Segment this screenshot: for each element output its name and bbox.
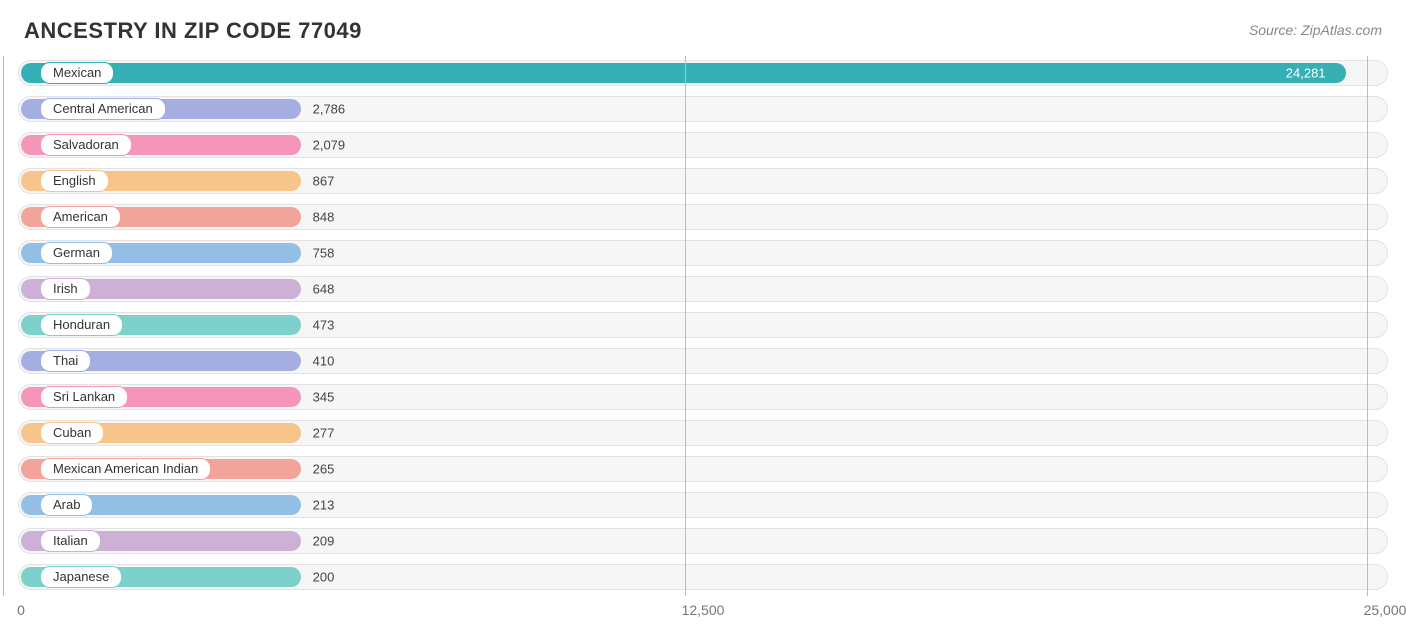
bar-row: Central American 2,786 xyxy=(18,94,1388,124)
bar-label: Thai xyxy=(40,350,91,372)
bar-label: Central American xyxy=(40,98,166,120)
bar-value: 265 xyxy=(313,462,335,477)
axis-tick-label: 12,500 xyxy=(682,602,725,618)
bar-value: 2,786 xyxy=(313,102,346,117)
bar-value: 209 xyxy=(313,534,335,549)
bar-row: Salvadoran 2,079 xyxy=(18,130,1388,160)
bar-value: 648 xyxy=(313,282,335,297)
gridline xyxy=(3,56,4,596)
bar-label: Mexican American Indian xyxy=(40,458,211,480)
bar-row: English 867 xyxy=(18,166,1388,196)
bar-value: 213 xyxy=(313,498,335,513)
bar-row: Cuban 277 xyxy=(18,418,1388,448)
bar-row: Thai 410 xyxy=(18,346,1388,376)
bar-value: 345 xyxy=(313,390,335,405)
bar-label: German xyxy=(40,242,113,264)
bar-value: 200 xyxy=(313,570,335,585)
chart-area: Mexican 24,281 Central American 2,786 Salvad… xyxy=(0,54,1406,626)
bar-label: Mexican xyxy=(40,62,114,84)
bar-fill xyxy=(21,63,1346,83)
bar-label: Salvadoran xyxy=(40,134,132,156)
axis-tick-label: 25,000 xyxy=(1364,602,1406,618)
bar-value: 848 xyxy=(313,210,335,225)
bar-row: Arab 213 xyxy=(18,490,1388,520)
axis-tick-label: 0 xyxy=(17,602,25,618)
bar-value: 758 xyxy=(313,246,335,261)
bar-value: 410 xyxy=(313,354,335,369)
bar-value: 867 xyxy=(313,174,335,189)
bar-row: Honduran 473 xyxy=(18,310,1388,340)
bar-label: Arab xyxy=(40,494,93,516)
x-axis: 012,50025,000 xyxy=(18,598,1388,626)
bar-row: Italian 209 xyxy=(18,526,1388,556)
chart-title: ANCESTRY IN ZIP CODE 77049 xyxy=(24,18,362,44)
bar-label: Sri Lankan xyxy=(40,386,128,408)
chart-source: Source: ZipAtlas.com xyxy=(1249,18,1382,38)
bar-row: German 758 xyxy=(18,238,1388,268)
bar-value: 2,079 xyxy=(313,138,346,153)
gridline xyxy=(1367,56,1368,596)
bar-row: American 848 xyxy=(18,202,1388,232)
bar-value: 473 xyxy=(313,318,335,333)
bar-label: American xyxy=(40,206,121,228)
bar-row: Japanese 200 xyxy=(18,562,1388,592)
bar-row: Mexican 24,281 xyxy=(18,58,1388,88)
bar-label: Honduran xyxy=(40,314,123,336)
bar-label: Cuban xyxy=(40,422,104,444)
bar-row: Irish 648 xyxy=(18,274,1388,304)
bar-label: Italian xyxy=(40,530,101,552)
chart-header: ANCESTRY IN ZIP CODE 77049 Source: ZipAt… xyxy=(0,0,1406,54)
gridline xyxy=(685,56,686,596)
bar-label: English xyxy=(40,170,109,192)
bar-row: Mexican American Indian 265 xyxy=(18,454,1388,484)
bar-row: Sri Lankan 345 xyxy=(18,382,1388,412)
bar-value: 24,281 xyxy=(1286,66,1326,81)
bar-value: 277 xyxy=(313,426,335,441)
bar-label: Irish xyxy=(40,278,91,300)
bar-label: Japanese xyxy=(40,566,122,588)
